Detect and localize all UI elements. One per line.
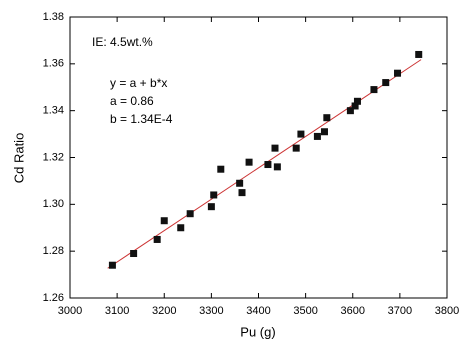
point: [177, 224, 185, 232]
point: [186, 210, 194, 218]
y-tick-label: 1.26: [43, 292, 64, 304]
x-tick-label: 3500: [293, 305, 317, 317]
annotation: y = a + b*x: [110, 76, 167, 90]
point: [353, 97, 361, 105]
point: [236, 179, 244, 187]
point: [292, 144, 300, 152]
x-tick-label: 3100: [105, 305, 129, 317]
point: [273, 163, 281, 171]
y-tick-label: 1.28: [43, 245, 64, 257]
x-tick-label: 3600: [341, 305, 365, 317]
annotation: a = 0.86: [110, 94, 154, 108]
point: [313, 132, 321, 140]
point: [346, 107, 354, 115]
point: [370, 86, 378, 94]
point: [382, 79, 390, 87]
x-tick-label: 3700: [388, 305, 412, 317]
point: [245, 158, 253, 166]
point: [323, 114, 331, 122]
point: [207, 203, 215, 211]
point: [210, 191, 218, 199]
point: [297, 130, 305, 138]
fit-line: [107, 59, 422, 269]
x-axis-label: Pu (g): [240, 324, 275, 339]
point: [320, 128, 328, 136]
annotation: IE: 4.5wt.%: [92, 35, 153, 49]
point: [160, 217, 168, 225]
y-tick-label: 1.38: [43, 11, 64, 23]
point: [271, 144, 279, 152]
point: [264, 161, 272, 169]
x-tick-label: 3800: [435, 305, 459, 317]
x-tick-label: 3200: [152, 305, 176, 317]
y-tick-label: 1.32: [43, 151, 64, 163]
x-tick-label: 3400: [246, 305, 270, 317]
point: [394, 69, 402, 77]
point: [108, 261, 116, 269]
y-tick-label: 1.36: [43, 58, 64, 70]
point: [153, 235, 161, 243]
annotation: b = 1.34E-4: [110, 112, 173, 126]
point: [130, 250, 138, 258]
point: [238, 189, 246, 197]
y-tick-label: 1.34: [43, 105, 64, 117]
y-axis-label: Cd Ratio: [11, 133, 26, 184]
point: [217, 165, 225, 173]
y-tick-label: 1.30: [43, 198, 64, 210]
point: [351, 102, 359, 110]
x-tick-label: 3300: [199, 305, 223, 317]
point: [415, 50, 423, 58]
x-tick-label: 3000: [58, 305, 82, 317]
